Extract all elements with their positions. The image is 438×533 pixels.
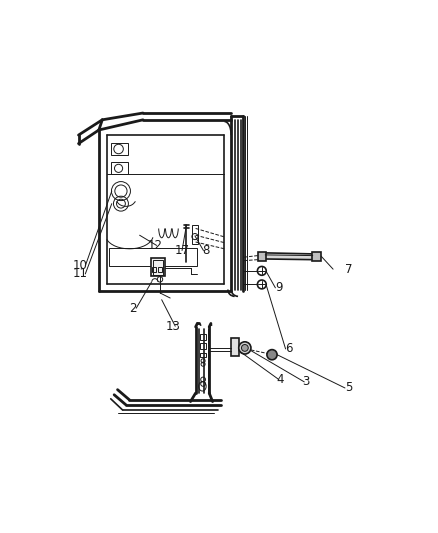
Text: 7: 7 [345,263,352,276]
Text: 17: 17 [175,244,190,257]
Bar [152,259,165,276]
Bar [109,248,197,266]
Bar [231,338,239,356]
Circle shape [258,280,266,289]
Circle shape [267,350,277,360]
Text: 5: 5 [345,382,352,394]
Text: 3: 3 [302,375,310,389]
Text: 12: 12 [148,239,162,252]
Bar [152,267,156,272]
Bar [111,162,128,174]
Text: 11: 11 [73,268,88,280]
Text: 4: 4 [277,373,284,386]
Circle shape [258,266,266,275]
Bar [200,334,206,341]
Bar [153,260,163,274]
Text: 8: 8 [202,244,209,257]
Bar [192,225,198,244]
Bar [158,267,162,272]
Text: 2: 2 [129,302,137,314]
Text: 13: 13 [166,320,181,333]
Text: 10: 10 [73,259,88,272]
Bar [200,343,206,349]
Bar [258,252,266,261]
Bar [111,142,128,156]
Circle shape [241,344,248,351]
Bar [312,252,321,261]
Text: 6: 6 [285,342,293,356]
Text: 9: 9 [275,281,283,294]
Bar [200,353,206,358]
Circle shape [239,342,251,354]
Polygon shape [265,253,313,260]
